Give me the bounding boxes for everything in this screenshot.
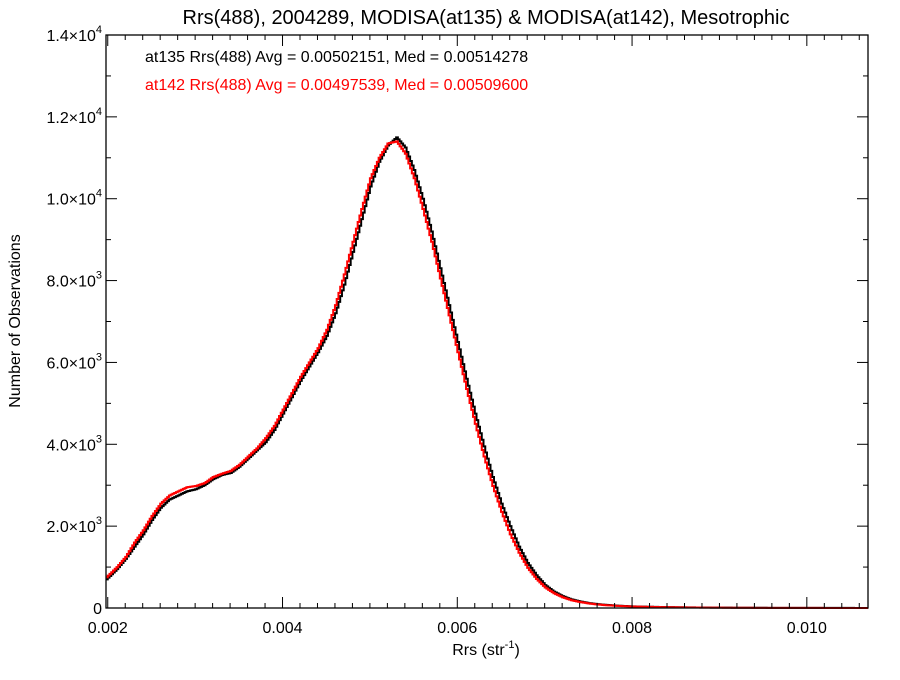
y-tick-label: 1.2×104: [46, 106, 102, 127]
x-tick-label: 0.002: [88, 620, 128, 637]
y-tick-label: 4.0×103: [46, 433, 102, 454]
y-tick-label-base: 1.0×10: [46, 192, 95, 209]
y-tick-label-exponent: 4: [96, 106, 102, 118]
x-tick-label: 0.004: [262, 620, 302, 637]
y-axis-label: Number of Observations: [7, 234, 24, 407]
y-tick-label-exponent: 4: [96, 24, 102, 36]
annotation-line-1: at135 Rrs(488) Avg = 0.00502151, Med = 0…: [145, 49, 528, 66]
y-tick-label: 6.0×103: [46, 351, 102, 372]
y-tick-label-exponent: 3: [96, 515, 102, 527]
y-tick-label-base: 1.2×10: [46, 110, 95, 127]
x-axis-label-close: ): [514, 642, 519, 659]
y-tick-label: 1.0×104: [46, 188, 102, 209]
y-tick-label-base: 6.0×10: [46, 355, 95, 372]
legend-annotations: at135 Rrs(488) Avg = 0.00502151, Med = 0…: [145, 49, 528, 94]
x-axis-label-text: Rrs (str: [452, 642, 505, 659]
y-tick-label: 0: [93, 601, 102, 618]
y-tick-label-exponent: 3: [96, 433, 102, 445]
y-tick-label-exponent: 4: [96, 188, 102, 200]
chart-title: Rrs(488), 2004289, MODISA(at135) & MODIS…: [183, 7, 790, 29]
x-axis-label-superscript: -1: [505, 639, 515, 651]
y-tick-label: 8.0×103: [46, 270, 102, 291]
x-axis: 0.002 0.004 0.006 0.008 0.010: [88, 35, 860, 637]
x-tick-label: 0.008: [612, 620, 652, 637]
y-tick-label-base: 0: [93, 601, 102, 618]
y-tick-label-base: 8.0×10: [46, 274, 95, 291]
annotation-line-2: at142 Rrs(488) Avg = 0.00497539, Med = 0…: [145, 77, 528, 94]
y-tick-label-base: 1.4×10: [46, 28, 95, 45]
x-tick-label: 0.010: [787, 620, 827, 637]
y-tick-label-base: 4.0×10: [46, 437, 95, 454]
y-tick-label: 2.0×103: [46, 515, 102, 536]
y-tick-label: 1.4×104: [46, 24, 102, 45]
y-tick-label-base: 2.0×10: [46, 519, 95, 536]
y-axis: 02.0×1034.0×1036.0×1038.0×1031.0×1041.2×…: [46, 24, 868, 618]
y-tick-label-exponent: 3: [96, 270, 102, 282]
x-axis-label: Rrs (str-1): [452, 639, 520, 659]
y-tick-label-exponent: 3: [96, 351, 102, 363]
x-tick-label: 0.006: [437, 620, 477, 637]
